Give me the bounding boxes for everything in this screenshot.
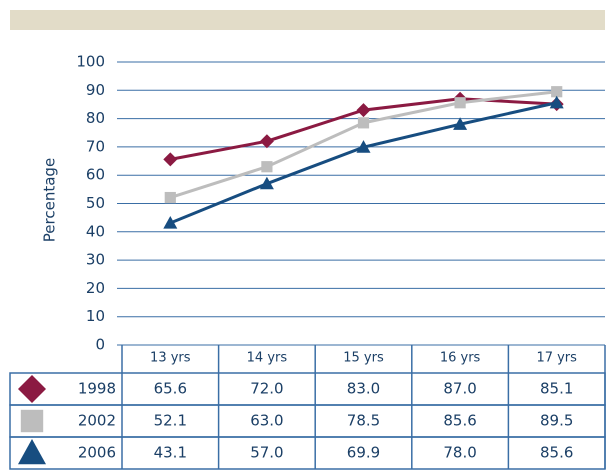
marker <box>356 103 371 118</box>
table-cell: 87.0 <box>443 380 476 398</box>
table-cell: 63.0 <box>250 412 283 430</box>
y-tick-label: 90 <box>86 81 105 99</box>
marker <box>163 216 178 229</box>
legend-label: 1998 <box>78 380 116 398</box>
header-band <box>10 10 605 30</box>
table-cell: 83.0 <box>347 380 380 398</box>
y-tick-label: 100 <box>76 53 105 71</box>
table-cell: 85.1 <box>540 380 573 398</box>
x-tick-label: 15 yrs <box>343 351 384 366</box>
table-cell: 52.1 <box>154 412 187 430</box>
y-tick-label: 70 <box>86 137 105 155</box>
y-axis-label: Percentage <box>41 158 59 242</box>
table-cell: 89.5 <box>540 412 573 430</box>
table-cell: 69.9 <box>347 444 380 462</box>
marker <box>356 140 371 153</box>
table-cell: 57.0 <box>250 444 283 462</box>
y-tick-label: 80 <box>86 109 105 127</box>
marker <box>164 191 176 204</box>
table-cell: 78.5 <box>347 412 380 430</box>
table-cell: 85.6 <box>443 412 476 430</box>
marker <box>259 134 274 149</box>
marker <box>549 95 564 109</box>
table-cell: 65.6 <box>154 380 187 398</box>
table-cell: 72.0 <box>250 380 283 398</box>
x-tick-label: 14 yrs <box>247 351 288 366</box>
y-tick-label: 40 <box>86 222 105 240</box>
y-tick-label: 30 <box>86 251 105 269</box>
marker <box>454 97 466 109</box>
table-cell: 85.6 <box>540 444 573 462</box>
legend-label: 2002 <box>78 412 116 430</box>
y-tick-label: 0 <box>95 336 105 354</box>
x-tick-label: 16 yrs <box>440 351 481 366</box>
marker <box>551 86 563 98</box>
x-tick-label: 13 yrs <box>150 351 191 366</box>
legend-marker <box>18 375 46 403</box>
y-tick-label: 20 <box>86 279 105 297</box>
marker <box>357 117 370 129</box>
y-tick-label: 10 <box>86 307 105 325</box>
y-tick-label: 60 <box>86 166 105 184</box>
legend-marker <box>18 439 46 465</box>
x-tick-label: 17 yrs <box>536 351 577 366</box>
marker <box>261 161 273 173</box>
legend-label: 2006 <box>78 444 116 462</box>
marker <box>259 176 274 190</box>
table-cell: 78.0 <box>443 444 476 462</box>
marker <box>163 152 178 167</box>
y-tick-label: 50 <box>86 194 105 212</box>
legend-marker <box>20 409 44 433</box>
marker <box>453 117 468 130</box>
table-cell: 43.1 <box>154 444 187 462</box>
